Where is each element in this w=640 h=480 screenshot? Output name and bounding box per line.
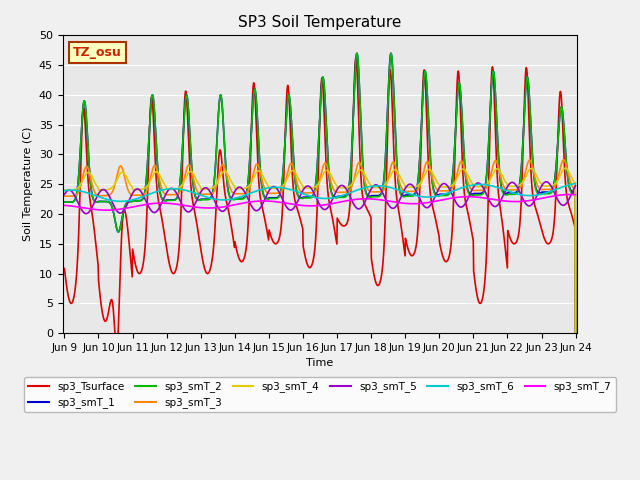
sp3_smT_2 [174, 192, 182, 198]
sp3_smT_3 [61, 193, 68, 199]
sp3_smT_3 [232, 191, 239, 197]
sp3_smT_1 [162, 198, 170, 204]
sp3_smT_2 [61, 199, 68, 205]
sp3_smT_4 [511, 183, 518, 189]
sp3_smT_4 [61, 187, 68, 193]
sp3_Tsurface [61, 265, 68, 271]
Line: sp3_Tsurface: sp3_Tsurface [65, 59, 575, 348]
sp3_smT_6 [232, 195, 239, 201]
sp3_smT_2 [467, 192, 474, 198]
sp3_smT_6 [572, 180, 579, 186]
Line: sp3_smT_2: sp3_smT_2 [65, 53, 575, 333]
sp3_smT_5 [61, 192, 68, 197]
sp3_smT_1 [387, 50, 395, 56]
sp3_smT_5 [467, 191, 474, 197]
Line: sp3_smT_3: sp3_smT_3 [65, 160, 575, 333]
sp3_smT_3 [511, 187, 518, 193]
sp3_smT_2 [511, 192, 519, 197]
sp3_smT_5 [572, 183, 579, 189]
sp3_smT_5 [399, 189, 407, 195]
sp3_smT_4 [399, 180, 407, 185]
sp3_smT_6 [399, 189, 407, 194]
sp3_smT_1 [399, 192, 407, 198]
Line: sp3_smT_5: sp3_smT_5 [65, 182, 575, 214]
sp3_smT_5 [162, 191, 170, 197]
sp3_Tsurface [232, 242, 239, 248]
sp3_smT_1 [61, 199, 68, 205]
sp3_smT_1 [232, 196, 239, 202]
X-axis label: Time: Time [307, 359, 333, 369]
sp3_smT_3 [572, 330, 579, 336]
Line: sp3_smT_1: sp3_smT_1 [65, 53, 575, 333]
sp3_smT_6 [175, 186, 182, 192]
sp3_smT_1 [467, 191, 474, 196]
sp3_smT_7 [467, 194, 474, 200]
Line: sp3_smT_7: sp3_smT_7 [65, 194, 575, 210]
sp3_Tsurface [352, 56, 360, 61]
sp3_smT_5 [511, 181, 519, 187]
sp3_Tsurface [113, 346, 120, 351]
Y-axis label: Soil Temperature (C): Soil Temperature (C) [23, 127, 33, 241]
Line: sp3_smT_6: sp3_smT_6 [65, 183, 575, 201]
sp3_smT_1 [572, 330, 579, 336]
sp3_smT_3 [174, 191, 182, 197]
sp3_Tsurface [400, 242, 408, 248]
sp3_smT_5 [83, 211, 90, 216]
sp3_smT_2 [399, 193, 407, 199]
sp3_smT_2 [572, 330, 579, 336]
sp3_smT_3 [399, 187, 407, 193]
sp3_smT_2 [162, 198, 170, 204]
sp3_smT_4 [162, 183, 170, 189]
sp3_smT_5 [175, 194, 182, 200]
sp3_smT_7 [399, 200, 407, 206]
Legend: sp3_Tsurface, sp3_smT_1, sp3_smT_2, sp3_smT_3, sp3_smT_4, sp3_smT_5, sp3_smT_6, : sp3_Tsurface, sp3_smT_1, sp3_smT_2, sp3_… [24, 377, 616, 412]
sp3_smT_7 [103, 207, 111, 213]
sp3_smT_6 [511, 191, 519, 196]
sp3_Tsurface [572, 330, 579, 336]
sp3_smT_1 [511, 190, 519, 195]
sp3_smT_5 [542, 179, 550, 185]
sp3_smT_7 [567, 192, 575, 197]
sp3_Tsurface [162, 242, 170, 248]
sp3_smT_7 [162, 200, 170, 206]
sp3_smT_6 [61, 188, 68, 193]
sp3_Tsurface [175, 252, 182, 258]
sp3_smT_6 [162, 186, 170, 192]
sp3_smT_1 [174, 192, 182, 198]
sp3_smT_2 [232, 196, 239, 202]
sp3_smT_6 [117, 198, 125, 204]
Line: sp3_smT_4: sp3_smT_4 [65, 168, 575, 333]
sp3_smT_7 [232, 202, 239, 207]
sp3_smT_7 [175, 202, 182, 207]
sp3_smT_7 [511, 199, 519, 204]
sp3_smT_3 [162, 192, 170, 197]
Text: TZ_osu: TZ_osu [73, 46, 122, 59]
sp3_smT_4 [174, 185, 182, 191]
sp3_smT_4 [232, 186, 239, 192]
sp3_smT_7 [61, 203, 68, 208]
sp3_smT_4 [466, 176, 474, 182]
sp3_smT_3 [466, 184, 474, 190]
sp3_Tsurface [467, 222, 474, 228]
sp3_smT_4 [561, 165, 569, 171]
sp3_smT_6 [467, 182, 474, 188]
sp3_smT_7 [572, 192, 579, 198]
sp3_Tsurface [512, 240, 520, 246]
sp3_smT_5 [232, 187, 239, 193]
sp3_smT_3 [559, 157, 567, 163]
sp3_smT_4 [572, 330, 579, 336]
sp3_smT_2 [387, 50, 395, 56]
Title: SP3 Soil Temperature: SP3 Soil Temperature [238, 15, 402, 30]
